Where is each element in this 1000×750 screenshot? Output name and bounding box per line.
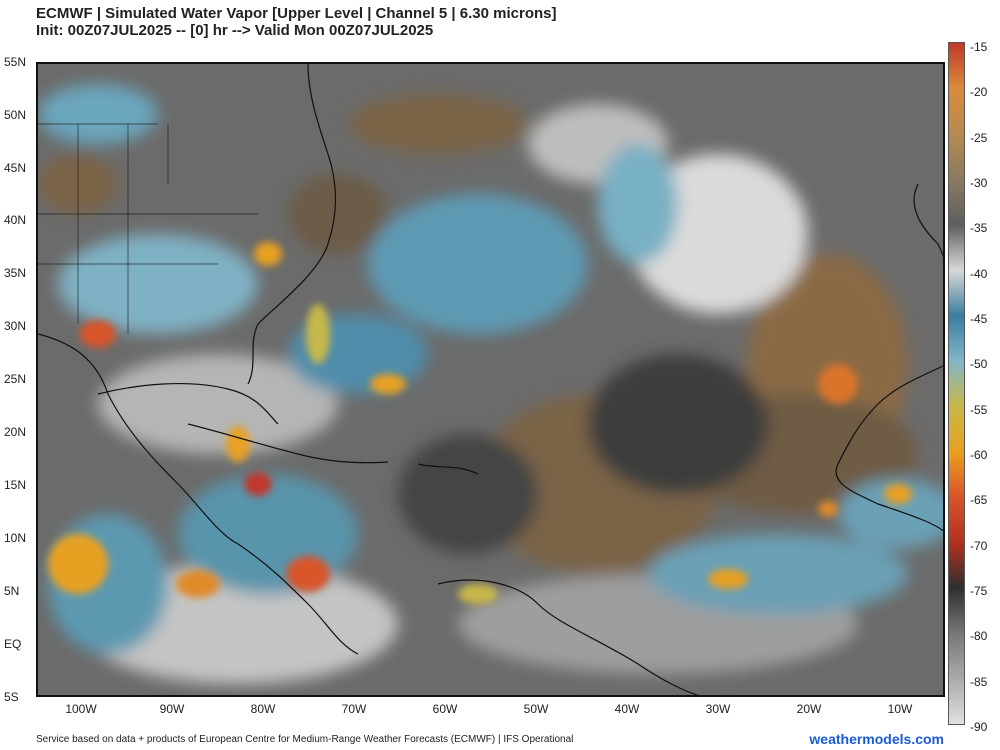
colorbar-label: -60	[970, 448, 988, 462]
lat-label: 20N	[4, 425, 27, 439]
colorbar-label: -55	[970, 402, 988, 417]
lat-label: 30N	[4, 319, 27, 333]
lat-label: 50N	[4, 108, 27, 122]
map-title: ECMWF | Simulated Water Vapor [Upper Lev…	[36, 5, 556, 39]
lon-label: 70W	[341, 702, 367, 716]
lon-label: 80W	[250, 702, 276, 716]
lon-label: 10W	[887, 702, 913, 716]
colorbar-label: -50	[970, 357, 988, 372]
brand-link[interactable]: weathermodels.com	[809, 731, 944, 747]
lat-label: 10N	[4, 531, 27, 545]
colorbar-label: -35	[970, 221, 988, 236]
lat-label: 45N	[4, 161, 27, 175]
lon-label: 20W	[796, 702, 822, 716]
title-line-2: Init: 00Z07JUL2025 -- [0] hr --> Valid M…	[36, 22, 434, 39]
colorbar-label: -40	[970, 266, 988, 281]
borders	[38, 123, 258, 334]
colorbar-label: -75	[970, 584, 988, 598]
lon-label: 40W	[614, 702, 640, 716]
colorbar-label: -15	[970, 40, 988, 54]
lat-label: 15N	[4, 478, 27, 492]
colorbar	[948, 42, 965, 725]
colorbar-label: -85	[970, 674, 988, 689]
map-canvas	[38, 64, 943, 695]
colorbar-label: -65	[970, 493, 988, 508]
lat-label: 35N	[4, 266, 27, 280]
lon-label: 60W	[432, 702, 458, 716]
moisture-field	[38, 84, 943, 684]
colorbar-label: -20	[970, 85, 988, 100]
colorbar-label: -90	[970, 720, 988, 734]
colorbar-label: -45	[970, 312, 988, 326]
lat-label: 55N	[4, 55, 27, 69]
lon-label: 100W	[65, 702, 97, 716]
water-vapor-map	[36, 62, 945, 697]
source-footer: Service based on data + products of Euro…	[36, 734, 574, 745]
lon-label: 30W	[705, 702, 731, 716]
colorbar-label: -80	[970, 629, 988, 644]
coastlines	[38, 64, 943, 695]
lat-label: EQ	[4, 637, 22, 651]
lat-label: 25N	[4, 372, 27, 386]
lat-label: 5N	[4, 584, 20, 598]
lat-label: 40N	[4, 213, 27, 227]
lon-label: 50W	[523, 702, 549, 716]
colorbar-label: -30	[970, 176, 988, 190]
colorbar-label: -70	[970, 538, 988, 553]
lat-label: 5S	[4, 690, 19, 704]
convection-cells	[48, 242, 912, 604]
title-line-1: ECMWF | Simulated Water Vapor [Upper Lev…	[36, 5, 557, 22]
colorbar-label: -25	[970, 130, 988, 145]
lon-label: 90W	[159, 702, 185, 716]
